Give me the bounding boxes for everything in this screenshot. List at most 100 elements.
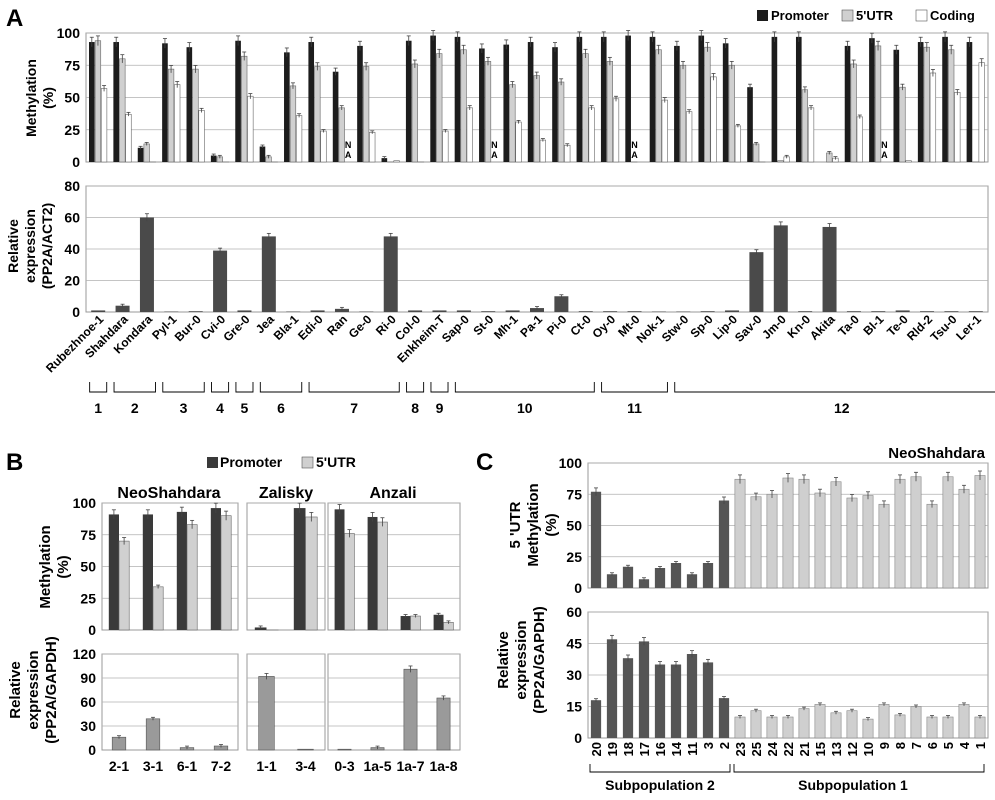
panel-b-xtick-label: 1-1: [256, 758, 276, 774]
panel-a-meth-bar-Te-0-1: [899, 86, 906, 163]
panel-a-expr-bar-Ri-0: [383, 236, 398, 312]
panel-c-expr-ytick-label: 45: [566, 636, 582, 652]
panel-a-expr-bar-Mt-0: [627, 311, 642, 312]
panel-b-meth-bar-promoter-3-1: [142, 514, 153, 630]
panel-a-meth-bar-Ct-0-2: [588, 107, 595, 163]
panel-a-xtick-label: Tsu-0: [928, 312, 960, 344]
panel-a-meth-bar-Jea-0: [259, 146, 266, 162]
panel-c-expr-bar-16: [654, 664, 666, 738]
panel-c-expr-ylabel-1: Relative: [495, 631, 512, 689]
panel-a-meth-bar-Ge-0-1: [362, 66, 370, 163]
legend-coding-swatch: [915, 9, 928, 22]
panel-a-meth-bar-Lip-0-1: [728, 64, 735, 163]
panel-c-xtick-label: 22: [781, 742, 796, 756]
panel-c-xtick-label: 2: [717, 742, 732, 749]
panel-c-meth-bar-17: [638, 579, 650, 588]
panel-c-expr-ytick-label: 30: [566, 667, 582, 683]
legend-b-promoter-swatch: [207, 457, 218, 468]
panel-c-expr-ytick-label: 15: [566, 699, 582, 715]
panel-a-expr-bar-Gre-0: [237, 310, 252, 312]
panel-a-group-bracket: [601, 382, 668, 393]
panel-a-meth-bar-Col-0-0: [405, 40, 412, 162]
panel-b-meth-bar-promoter-6-1: [176, 511, 187, 630]
panel-a-meth-bar-Kn-0-1: [801, 89, 809, 163]
panel-a-expr-ytick-label: 80: [64, 178, 80, 194]
panel-a-expr-bar-Te-0: [895, 310, 910, 312]
panel-c-expr-bar-1: [974, 716, 986, 739]
panel-c-xtick-label: 19: [605, 742, 620, 756]
panel-b-meth-bar-promoter-1a-7: [400, 616, 411, 630]
panel-b-legend: Promoter 5'UTR: [207, 454, 356, 470]
panel-c-expr-ytick-label: 0: [574, 730, 582, 746]
panel-a-meth-bar-Ct-0-1: [582, 53, 589, 163]
panel-a-group-bracket: [259, 382, 303, 393]
panel-a-meth-bar-Rubezhnoe-1-2: [100, 88, 108, 163]
panel-c-expr-bar-3: [702, 662, 714, 738]
panel-a-letter: A: [6, 5, 23, 32]
panel-a-meth-bar-Nok-1-2: [661, 99, 668, 163]
panel-a-meth-bar-Pa-1-2: [539, 139, 546, 163]
panel-c-expr-bar-23: [734, 716, 746, 739]
panel-a-expr-bar-Shahdara: [115, 305, 130, 312]
panel-a-meth-bar-Shahdara-0: [113, 42, 120, 162]
panel-c-expr-bar-6: [926, 716, 938, 739]
panel-c-meth-ylabel-1: 5 'UTR: [507, 501, 524, 548]
panel-a-meth-bar-Pyl-1-2: [174, 84, 181, 163]
panel-b-xtick-label: 1a-7: [396, 758, 424, 774]
panel-b-expr-bar-0-3: [337, 748, 352, 751]
panel-b-expr-ytick-label: 30: [80, 718, 96, 734]
panel-a-expr-bar-Ta-0: [846, 311, 861, 312]
panel-a-meth-bar-Sp-0-1: [704, 46, 711, 163]
panel-c-meth-bar-7: [910, 476, 922, 589]
panel-a-meth-bar-Tsu-0-1: [948, 49, 955, 163]
panel-c-expr-ylabel-3: (PP2A/GAPDH): [531, 606, 548, 714]
panel-c-meth-bar-14: [670, 563, 682, 588]
panel-a-meth-bar-Pi-0-1: [558, 81, 565, 163]
panel-a-group-label: 2: [131, 400, 139, 416]
panel-c-expr-ytick-label: 60: [566, 604, 582, 620]
panel-a-expr-bar-St-0: [481, 311, 496, 312]
panel-a-na-label: N: [881, 140, 888, 150]
panel-c-xtick-label: 7: [909, 742, 924, 749]
panel-a-expr-bar-Tsu-0: [944, 311, 959, 312]
panel-c-meth-bar-5: [942, 476, 954, 589]
panel-b-meth-ytick-label: 100: [73, 495, 97, 511]
panel-a-meth-ytick-label: 100: [57, 25, 81, 41]
panel-a-meth-ytick-label: 50: [64, 90, 80, 106]
panel-a-meth-bar-Ta-0-1: [850, 63, 857, 163]
panel-a-meth-bar-Rubezhnoe-1-1: [94, 40, 102, 163]
panel-c-meth-bar-24: [766, 493, 778, 589]
panel-a-group-bracket: [406, 382, 425, 393]
panel-c-meth-bar-20: [590, 491, 602, 588]
panel-a-expr-bar-Akita: [822, 226, 837, 312]
panel-a-expr-bar-Pa-1: [530, 308, 544, 312]
panel-a-meth-bar-Sap-0-1: [460, 49, 467, 163]
panel-a-meth-bar-Ran-1: [338, 107, 345, 163]
panel-a-xtick-label: Ler-1: [953, 312, 984, 343]
panel-a-expr-ytick-label: 60: [64, 210, 80, 226]
panel-a-xtick-label: Gre-0: [221, 312, 253, 344]
panel-c-meth-bar-25: [750, 496, 762, 589]
panel-a-meth-bar-Ta-0-0: [844, 45, 851, 162]
panel-a-group-label: 10: [517, 400, 533, 416]
panel-a-meth-bar-Jm-0-0: [771, 36, 778, 163]
panel-c-expr-bar-15: [814, 704, 826, 739]
panel-a-group-bracket: [454, 382, 595, 393]
panel-c-xtick-label: 4: [957, 741, 972, 749]
panel-c-meth-bar-13: [830, 481, 842, 589]
panel-a-xtick-label: Akita: [807, 312, 838, 343]
legend-utr-label: 5'UTR: [856, 8, 894, 23]
panel-a-xtick-label: Mh-1: [491, 312, 521, 342]
panel-b-xtick-label: 3-1: [143, 758, 163, 774]
panel-a-meth-bar-Kn-0-2: [807, 107, 815, 163]
panel-a-group-label: 11: [627, 400, 642, 416]
panel-a-meth-bar-Mh-1-2: [515, 121, 522, 163]
panel-c-expr-bar-22: [782, 716, 794, 739]
panel-a-group-bracket: [162, 382, 205, 393]
panel-c-expr-bar-20: [590, 700, 602, 738]
panel-c-expr-bar-7: [910, 706, 922, 739]
panel-a-na-label: A: [491, 150, 498, 160]
panel-c-meth-bar-6: [926, 503, 938, 589]
panel-a-meth-bar-Ri-0-2: [393, 160, 400, 163]
